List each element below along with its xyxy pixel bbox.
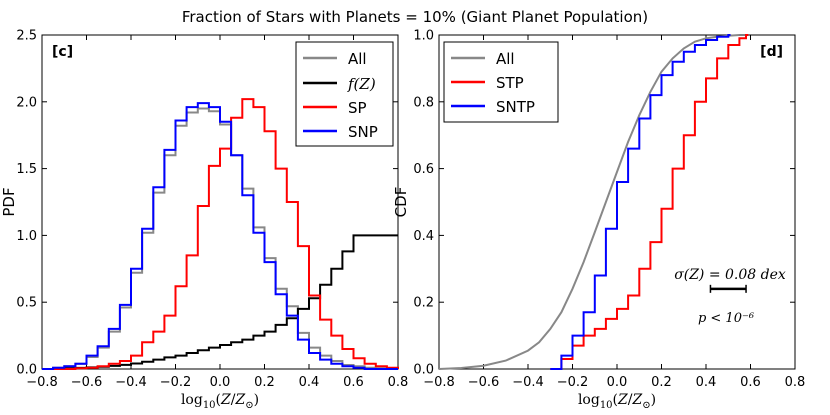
pdf-legend-box [295, 41, 394, 147]
cdf-x-tick-label: −0.4 [512, 375, 544, 390]
cdf-series-stp [550, 34, 749, 370]
sigma-annotation: σ(Z) = 0.08 dex p < 10⁻⁶ [674, 267, 786, 326]
pdf-x-tick-label: −0.6 [71, 375, 103, 390]
sigma-label: σ(Z) = 0.08 dex [674, 267, 786, 283]
cdf-y-tick-label: 0.8 [413, 95, 434, 110]
pdf-panel-label: [c] [52, 44, 73, 60]
cdf-y-tick-label: 0.6 [413, 162, 434, 177]
cdf-series-sntp [550, 34, 731, 370]
p-value-label: p < 10⁻⁶ [698, 311, 754, 326]
cdf-y-tick-label: 1.0 [413, 29, 434, 44]
pdf-x-tick-label: 0.0 [210, 375, 231, 390]
legend-label-snp: SNP [348, 123, 378, 141]
pdf-y-axis-label: PDF [0, 187, 18, 216]
pdf-series-all [42, 107, 398, 370]
cdf-x-tick-label: −0.6 [468, 375, 500, 390]
cdf-panel-label: [d] [760, 44, 783, 60]
cdf-series-all [438, 34, 740, 370]
legend-label-sntp: SNTP [496, 98, 535, 116]
legend-label-stp: STP [496, 74, 524, 92]
pdf-y-tick-label: 1.0 [16, 229, 37, 244]
pdf-x-tick-label: 0.8 [388, 375, 409, 390]
pdf-y-tick-label: 2.5 [16, 29, 37, 44]
pdf-x-tick-label: 0.6 [343, 375, 364, 390]
pdf-x-tick-label: 0.4 [299, 375, 320, 390]
cdf-y-axis-label: CDF [392, 187, 410, 218]
legend-label-cdf-all: All [496, 50, 515, 68]
cdf-x-tick-label: 0.2 [651, 375, 672, 390]
pdf-y-tick-label: 0.0 [16, 363, 37, 378]
legend-label-fz: f(Z) [347, 75, 376, 93]
pdf-x-tick-label: −0.4 [115, 375, 147, 390]
cdf-panel: −0.8 −0.6 −0.4 −0.2 0.0 0.2 0.4 0.6 0.8 0.0 0.2 0.4… [392, 29, 805, 412]
pdf-panel: −0.8 −0.6 −0.4 −0.2 0.0 0.2 0.4 0.6 0.8 0.0 0.5 1.0… [0, 29, 408, 412]
cdf-y-tick-label: 0.4 [413, 229, 434, 244]
cdf-y-tick-label: 0.0 [413, 363, 434, 378]
legend-label-sp: SP [348, 99, 367, 117]
legend-label-all: All [348, 50, 367, 68]
pdf-x-tick-label: 0.2 [254, 375, 275, 390]
cdf-x-tick-label: 0.8 [785, 375, 806, 390]
cdf-x-tick-label: 0.6 [740, 375, 761, 390]
cdf-x-tick-label: −0.8 [423, 375, 455, 390]
pdf-legend: All f(Z) SP SNP [295, 41, 394, 147]
pdf-x-tick-label: −0.8 [26, 375, 58, 390]
pdf-x-tick-label: −0.2 [160, 375, 192, 390]
cdf-legend: All STP SNTP [443, 41, 559, 123]
pdf-series-snp [42, 102, 398, 370]
cdf-x-axis-label: log10(Z/Z⊙) [578, 392, 656, 411]
pdf-y-tick-label: 0.5 [16, 296, 37, 311]
pdf-y-tick-label: 1.5 [16, 162, 37, 177]
pdf-y-tick-label: 2.0 [16, 95, 37, 110]
pdf-x-axis-label: log10(Z/Z⊙) [181, 392, 259, 411]
figure-title: Fraction of Stars with Planets = 10% (Gi… [182, 8, 648, 26]
cdf-x-tick-label: −0.2 [557, 375, 589, 390]
cdf-x-tick-label: 0.4 [696, 375, 717, 390]
cdf-y-tick-label: 0.2 [413, 296, 434, 311]
cdf-x-tick-label: 0.0 [607, 375, 628, 390]
